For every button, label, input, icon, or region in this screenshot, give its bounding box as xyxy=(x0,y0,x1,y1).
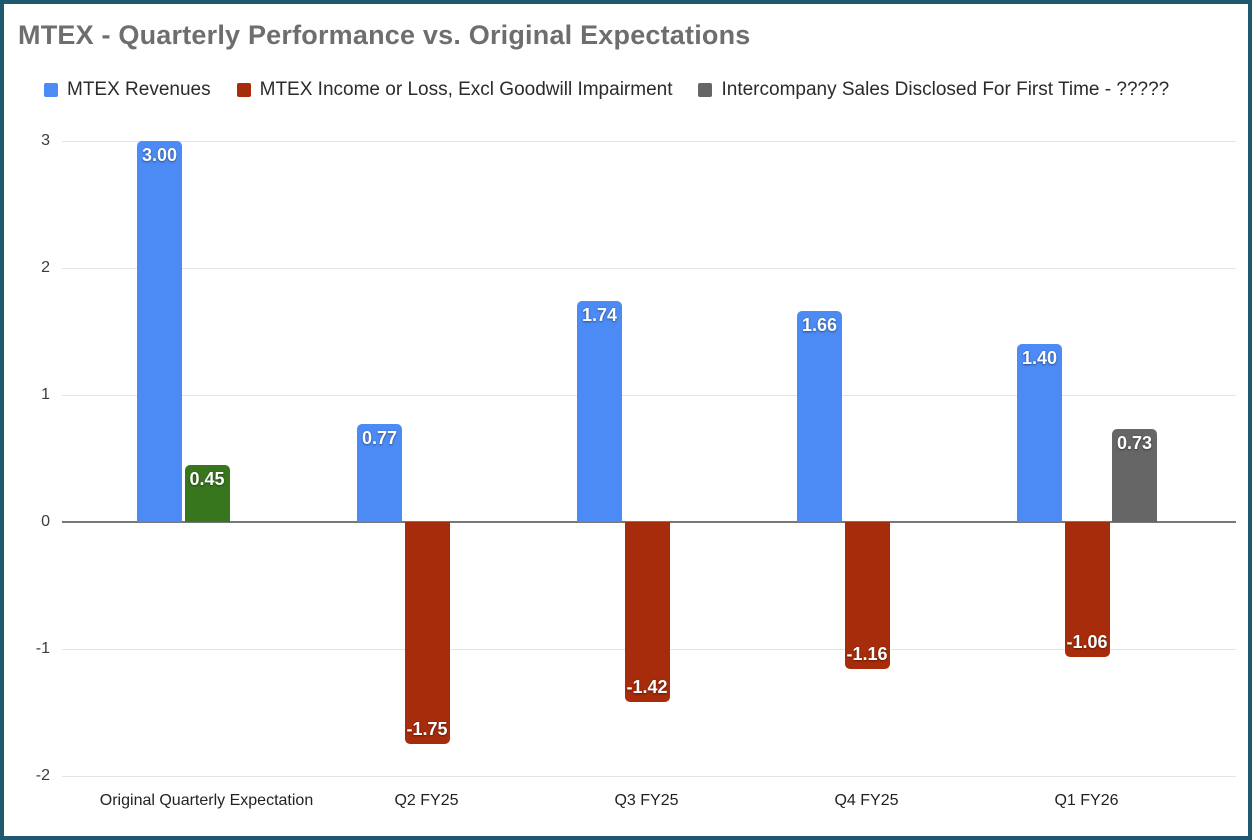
legend: MTEX Revenues MTEX Income or Loss, Excl G… xyxy=(44,79,1169,101)
legend-swatch xyxy=(698,83,713,97)
bar: 0.73 xyxy=(1112,429,1157,522)
x-axis-category-label: Q1 FY26 xyxy=(1054,792,1119,809)
bar: -1.16 xyxy=(844,522,890,670)
legend-item: MTEX Revenues xyxy=(44,79,211,101)
bar: -1.75 xyxy=(404,522,450,745)
bar-value-label: -1.16 xyxy=(846,644,888,665)
bar: 1.74 xyxy=(577,301,622,522)
legend-item: Intercompany Sales Disclosed For First T… xyxy=(698,79,1169,101)
gridline xyxy=(62,140,1236,142)
legend-swatch xyxy=(44,83,58,97)
plot-area: 3 2 1 0 -1 -2 3.00 0.77 1.74 1.66 1.40 0.45 -1.75 -1.… xyxy=(4,4,1248,836)
bar-value-label: 1.74 xyxy=(581,305,618,326)
y-axis-tick-label: 2 xyxy=(41,259,50,276)
bar: -1.06 xyxy=(1064,522,1110,657)
legend-label: Intercompany Sales Disclosed For First T… xyxy=(721,79,1170,100)
legend-item: MTEX Income or Loss, Excl Goodwill Impai… xyxy=(236,79,673,101)
x-axis-category-label: Original Quarterly Expectation xyxy=(99,792,314,809)
y-axis-tick-label: 1 xyxy=(41,386,50,403)
x-axis-category-label: Q2 FY25 xyxy=(394,792,459,809)
y-axis-tick-label: 0 xyxy=(41,513,50,530)
legend-label: MTEX Revenues xyxy=(67,79,211,100)
bar: 1.66 xyxy=(797,311,842,522)
legend-swatch xyxy=(236,83,251,97)
y-axis-tick-label: -2 xyxy=(35,767,50,784)
bar-value-label: 1.66 xyxy=(801,315,838,336)
gridline xyxy=(62,267,1236,269)
gridline xyxy=(62,394,1236,396)
x-axis-category-label: Q3 FY25 xyxy=(614,792,679,809)
bar-value-label: -1.75 xyxy=(406,719,448,740)
bar: 3.00 xyxy=(137,141,182,522)
bar-value-label: -1.42 xyxy=(626,677,668,698)
bar: 0.45 xyxy=(184,464,230,522)
bar: -1.42 xyxy=(624,522,670,703)
bar: 0.77 xyxy=(357,424,402,522)
bar-value-label: 0.45 xyxy=(189,468,225,489)
bar: 1.40 xyxy=(1017,344,1062,522)
legend-label: MTEX Income or Loss, Excl Goodwill Impai… xyxy=(259,79,673,100)
y-axis-tick-label: -1 xyxy=(35,640,50,657)
bar-value-label: -1.06 xyxy=(1066,631,1108,652)
gridline xyxy=(62,775,1236,777)
bar-value-label: 3.00 xyxy=(141,145,178,165)
bar-value-label: 0.73 xyxy=(1116,433,1153,454)
bar-value-label: 0.77 xyxy=(361,428,398,449)
y-axis-tick-label: 3 xyxy=(41,132,50,149)
chart-title: MTEX - Quarterly Performance vs. Origina… xyxy=(18,20,751,50)
x-axis-category-label: Q4 FY25 xyxy=(834,792,899,809)
bar-value-label: 1.40 xyxy=(1021,348,1058,369)
